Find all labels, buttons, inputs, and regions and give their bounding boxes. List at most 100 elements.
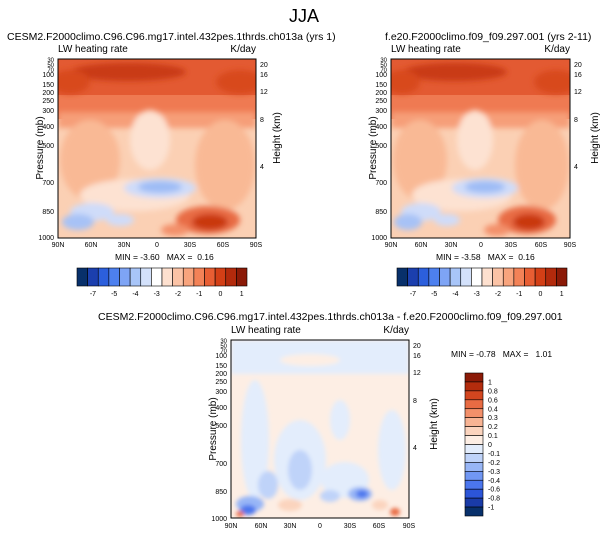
y-tick-label: 700 — [375, 180, 387, 187]
colorbar-tick-label: 0 — [538, 291, 542, 298]
x-tick-label: 30N — [118, 242, 131, 249]
x-tick-label: 0 — [318, 523, 322, 530]
colorbar-box — [464, 417, 484, 427]
colorbar-tick-label: -4 — [452, 291, 458, 298]
y-tick-label: 850 — [375, 209, 387, 216]
panel-1-colorbar: -7 -5 -4 -3 -2 -1 0 1 — [76, 267, 248, 298]
colorbar-tick-label: -7 — [90, 291, 96, 298]
x-tick-label: 30N — [284, 523, 297, 530]
panel-2-contour-field — [391, 59, 570, 238]
colorbar-box — [464, 408, 484, 418]
colorbar-tick-label: 0 — [488, 442, 492, 449]
colorbar-tick-label: 0 — [218, 291, 222, 298]
y-tick-label: 30 — [220, 339, 227, 345]
y-tick-label: 500 — [215, 423, 227, 430]
colorbar-box — [449, 267, 462, 287]
colorbar-box — [464, 444, 484, 454]
colorbar-box — [108, 267, 120, 287]
colorbar-tick-label: -1 — [516, 291, 522, 298]
colorbar-tick-label: -3 — [154, 291, 160, 298]
panel-1-y-ticks: 30 50 70 100 150 200 250 300 400 500 700… — [38, 58, 54, 242]
x-tick-label: 30S — [184, 242, 197, 249]
x-tick-label: 0 — [155, 242, 159, 249]
x-tick-label: 60N — [255, 523, 268, 530]
y-tick-label: 1000 — [211, 516, 227, 523]
colorbar-tick-label: -1 — [196, 291, 202, 298]
colorbar-box — [464, 506, 484, 517]
y-tick-label: 150 — [375, 82, 387, 89]
colorbar-tick-label: -7 — [410, 291, 416, 298]
y-tick-label: 100 — [375, 72, 387, 79]
colorbar-tick-label: 1 — [240, 291, 244, 298]
colorbar-box — [236, 267, 248, 287]
y-tick-label: 400 — [215, 405, 227, 412]
panel-3-y-ticks: 30 50 70 100 150 200 250 300 400 500 700… — [211, 339, 227, 523]
y-right-tick-label: 8 — [413, 398, 417, 405]
panel-2-right-string: K/day — [544, 44, 570, 55]
y-right-tick-label: 8 — [574, 117, 578, 124]
x-tick-label: 60N — [85, 242, 98, 249]
panel-2-ylabel: Pressure (mb) — [368, 116, 379, 179]
colorbar-tick-label: 0.2 — [488, 424, 498, 431]
colorbar-box — [464, 390, 484, 401]
colorbar-tick-label: -1 — [488, 505, 494, 512]
colorbar-box — [460, 267, 472, 287]
y-tick-label: 300 — [375, 108, 387, 115]
panel-1-title: CESM2.F2000climo.C96.C96.mg17.intel.432p… — [7, 31, 336, 43]
colorbar-box — [524, 267, 536, 287]
panel-3-y-ticks-right: 20 16 12 8 4 — [413, 343, 421, 452]
x-tick-label: 90N — [52, 242, 65, 249]
y-right-tick-label: 12 — [413, 370, 421, 377]
y-tick-label: 250 — [215, 379, 227, 386]
x-tick-label: 30S — [505, 242, 518, 249]
y-tick-label: 700 — [215, 461, 227, 468]
panel-2-title: f.e20.F2000climo.f09_f09.297.001 (yrs 2-… — [385, 31, 591, 43]
panel-3-colorbar: 1 0.8 0.6 0.4 0.3 0.2 0.1 0 -0.1 -0.2 -0.3 -0.4 -0.6… — [464, 372, 500, 517]
panel-3-right-string: K/day — [383, 325, 409, 336]
x-tick-label: 90N — [385, 242, 398, 249]
y-tick-label: 1000 — [371, 235, 387, 242]
colorbar-box — [471, 267, 483, 287]
colorbar-box — [204, 267, 216, 287]
colorbar-box — [396, 267, 408, 287]
y-tick-label: 850 — [42, 209, 54, 216]
y-tick-label: 70 — [380, 68, 387, 74]
colorbar-box — [87, 267, 99, 287]
colorbar-tick-label: 0.8 — [488, 388, 498, 395]
panel-1-y-ticks-right: 20 16 12 8 4 — [260, 62, 268, 171]
y-tick-label: 400 — [42, 124, 54, 131]
colorbar-box — [502, 267, 515, 287]
panel-1-ylabel: Pressure (mb) — [35, 116, 46, 179]
x-tick-label: 60S — [217, 242, 230, 249]
colorbar-tick-label: -0.6 — [488, 487, 500, 494]
y-tick-label: 250 — [42, 98, 54, 105]
y-tick-label: 50 — [380, 63, 387, 69]
y-tick-label: 50 — [47, 63, 54, 69]
page-title: JJA — [289, 6, 319, 26]
colorbar-tick-label: -3 — [474, 291, 480, 298]
colorbar-box — [464, 479, 484, 490]
x-tick-label: 30S — [344, 523, 357, 530]
panel-2-x-ticks: 90N 60N 30N 0 30S 60S 90S — [385, 242, 577, 249]
colorbar-box — [545, 267, 557, 287]
colorbar-box — [172, 267, 184, 287]
panel-3-stats: MIN = -0.78 MAX = 1.01 — [451, 349, 552, 359]
x-tick-label: 30N — [445, 242, 458, 249]
colorbar-box — [407, 267, 419, 287]
y-right-tick-label: 20 — [574, 62, 582, 69]
colorbar-tick-label: -2 — [175, 291, 181, 298]
panel-3-ylabel-right: Height (km) — [429, 398, 440, 450]
y-right-tick-label: 12 — [574, 89, 582, 96]
colorbar-box — [428, 267, 440, 287]
panel-1-ylabel-right: Height (km) — [272, 112, 283, 164]
panel-1-contour-field — [58, 59, 256, 238]
y-tick-label: 1000 — [38, 235, 54, 242]
colorbar-box — [151, 267, 163, 287]
x-tick-label: 90N — [225, 523, 238, 530]
panel-3-ylabel: Pressure (mb) — [208, 397, 219, 460]
colorbar-box — [161, 267, 173, 287]
panel-1-left-string: LW heating rate — [58, 44, 128, 55]
y-tick-label: 500 — [375, 143, 387, 150]
y-tick-label: 400 — [375, 124, 387, 131]
